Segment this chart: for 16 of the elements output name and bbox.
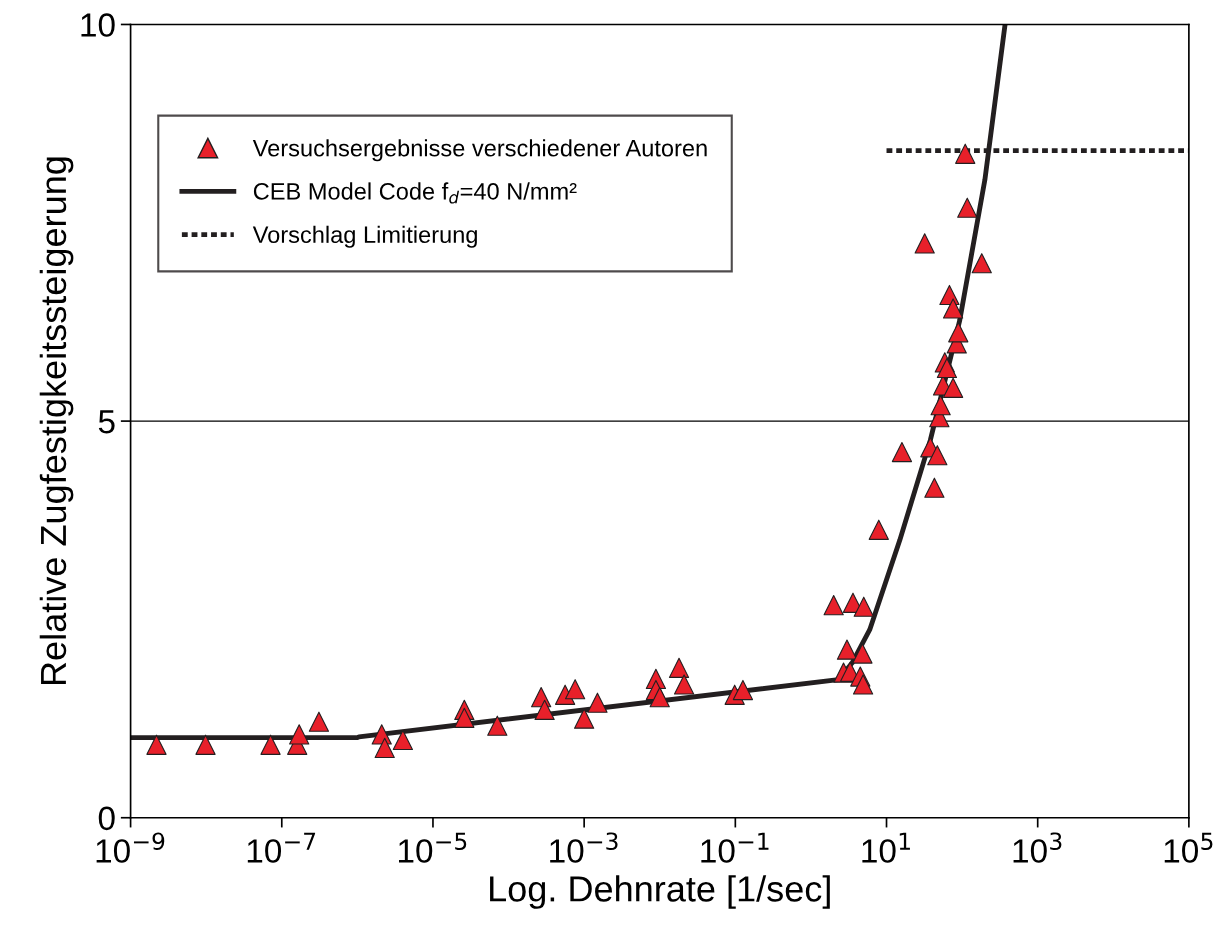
x-tick-label: 10$^{−1}$ xyxy=(701,832,769,863)
x-tick-label: 10$^{−5}$ xyxy=(399,832,467,863)
y-axis-title: Relative Zugfestigkeitssteigerung xyxy=(39,157,74,685)
x-tick-label: 10$^{3}$ xyxy=(1013,832,1062,863)
x-tick-label: 10$^{−7}$ xyxy=(247,832,316,863)
y-tick-label: 0 xyxy=(98,806,115,831)
x-tick-label: 10$^{−9}$ xyxy=(96,832,165,863)
x-tick-label: 10$^{5}$ xyxy=(1164,832,1213,863)
y-tick-label: 10 xyxy=(81,13,115,37)
x-tick-label: 10$^{−3}$ xyxy=(550,832,618,863)
legend-label: CEB Model Code f$_{d}$=40 N/mm² xyxy=(253,182,577,204)
x-axis-title: Log. Dehnrate [1/sec] xyxy=(490,875,830,909)
legend-label: Versuchsergebnisse verschiedener Autoren xyxy=(252,139,707,162)
y-tick-label: 5 xyxy=(98,410,115,434)
x-tick-label: 10$^{1}$ xyxy=(862,832,910,863)
legend-label: Vorschlag Limitierung xyxy=(252,225,477,248)
